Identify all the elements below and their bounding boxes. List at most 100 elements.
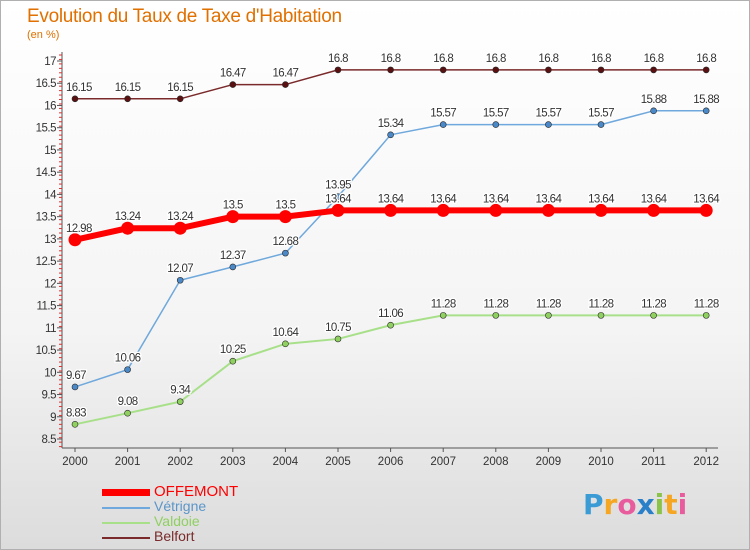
y-tick-label: 12 [44,278,56,290]
logo-letter: x [636,488,655,521]
chart-subtitle: (en %) [27,29,60,41]
data-label-offemont: 13.5 [223,200,243,212]
data-label-offemont: 13.64 [641,193,668,205]
data-label-offemont: 13.64 [378,193,405,205]
data-point-vetrigne [176,276,184,284]
data-point-belfort [387,66,394,74]
x-tick-label: 2005 [325,456,351,468]
data-label-belfort: 16.8 [486,53,506,65]
data-point-vetrigne [124,366,131,373]
data-point-vetrigne [282,249,289,257]
logo-letter: i [654,488,665,521]
data-label-valdoie: 11.28 [536,298,561,310]
data-point-valdoie [71,421,79,428]
data-point-offemont [121,221,135,235]
data-label-vetrigne: 10.06 [115,353,141,365]
data-point-vetrigne [71,383,79,391]
data-label-offemont: 13.64 [430,193,457,205]
y-tick-label: 17 [44,56,56,68]
data-point-belfort [176,95,184,103]
data-point-valdoie [124,409,131,417]
data-label-vetrigne: 12.07 [167,263,193,275]
data-point-belfort [229,81,237,88]
logo-letter: r [603,488,618,521]
data-point-valdoie [334,335,342,343]
legend-swatch-belfort [102,537,150,539]
y-tick-label: 13 [44,234,56,246]
data-label-belfort: 16.15 [66,82,92,94]
data-label-offemont: 13.64 [483,193,510,205]
data-label-offemont: 13.64 [325,193,352,205]
y-tick-label: 8.5 [42,434,57,446]
data-point-belfort [702,66,710,74]
data-label-belfort: 16.8 [696,53,716,65]
data-point-valdoie [176,398,184,405]
data-label-valdoie: 11.28 [694,298,719,310]
y-tick-label: 14 [44,189,57,201]
data-label-valdoie: 10.64 [273,327,300,339]
data-point-offemont [699,203,713,217]
data-point-valdoie [387,321,394,329]
data-label-vetrigne: 12.68 [273,236,299,248]
x-tick-label: 2001 [115,456,141,468]
y-tick-label: 10.5 [36,345,56,357]
data-label-vetrigne: 15.34 [378,118,405,130]
data-label-belfort: 16.8 [591,53,611,65]
data-label-offemont: 13.24 [167,211,194,223]
x-tick-label: 2009 [536,456,562,468]
series-line-vetrigne [74,110,707,388]
data-point-valdoie [282,340,289,348]
data-point-offemont [331,203,345,217]
data-point-vetrigne [387,131,394,139]
data-point-vetrigne [492,121,500,128]
legend-label-vetrigne: Vétrigne [154,498,207,514]
data-label-valdoie: 11.06 [378,308,403,320]
data-label-offemont: 13.64 [588,193,615,205]
y-tick-label: 9 [50,412,56,424]
data-label-belfort: 16.8 [644,53,664,65]
data-label-valdoie: 11.28 [431,298,456,310]
data-point-vetrigne [650,107,657,115]
data-point-belfort [492,66,500,74]
data-label-vetrigne: 13.95 [325,180,351,192]
logo-letter: o [617,488,637,521]
x-tick-label: 2011 [641,456,666,468]
data-label-vetrigne: 15.57 [430,108,456,120]
data-point-offemont [541,203,555,217]
data-point-offemont [278,210,292,224]
y-tick-label: 16.5 [36,78,56,90]
data-point-belfort [124,95,131,103]
y-tick-label: 15.5 [36,123,56,135]
data-point-valdoie [702,312,710,319]
data-point-offemont [489,203,503,217]
y-tick-label: 14.5 [36,167,56,179]
data-point-offemont [436,203,450,217]
proxiti-logo: Proxiti [583,488,687,521]
data-label-belfort: 16.8 [328,53,348,65]
data-label-valdoie: 11.28 [641,298,666,310]
legend-label-belfort: Belfort [154,528,195,544]
x-tick-label: 2007 [430,456,456,468]
data-point-vetrigne [597,121,605,128]
y-tick-label: 11.5 [36,301,56,313]
series-line-valdoie [74,314,708,426]
data-point-valdoie [229,357,237,365]
legend-item-offemont: OFFEMONT [98,483,358,500]
legend-item-belfort: Belfort [98,528,358,545]
data-label-offemont: 13.24 [115,211,142,223]
data-point-vetrigne [702,107,710,115]
legend-item-vetrigne: Vétrigne [98,498,358,515]
legend-swatch-offemont [102,489,150,496]
x-tick-label: 2003 [220,456,246,468]
data-point-offemont [226,210,240,224]
legend: OFFEMONT Vétrigne Valdoie Belfort [98,483,358,545]
data-point-belfort [597,66,605,74]
data-point-valdoie [439,312,447,319]
data-label-valdoie: 9.34 [170,385,191,397]
legend-label-offemont: OFFEMONT [154,483,239,500]
y-tick-label: 15 [44,145,56,157]
data-label-offemont: 13.64 [536,193,563,205]
legend-swatch-valdoie [102,522,150,524]
data-label-vetrigne: 15.88 [641,94,667,106]
